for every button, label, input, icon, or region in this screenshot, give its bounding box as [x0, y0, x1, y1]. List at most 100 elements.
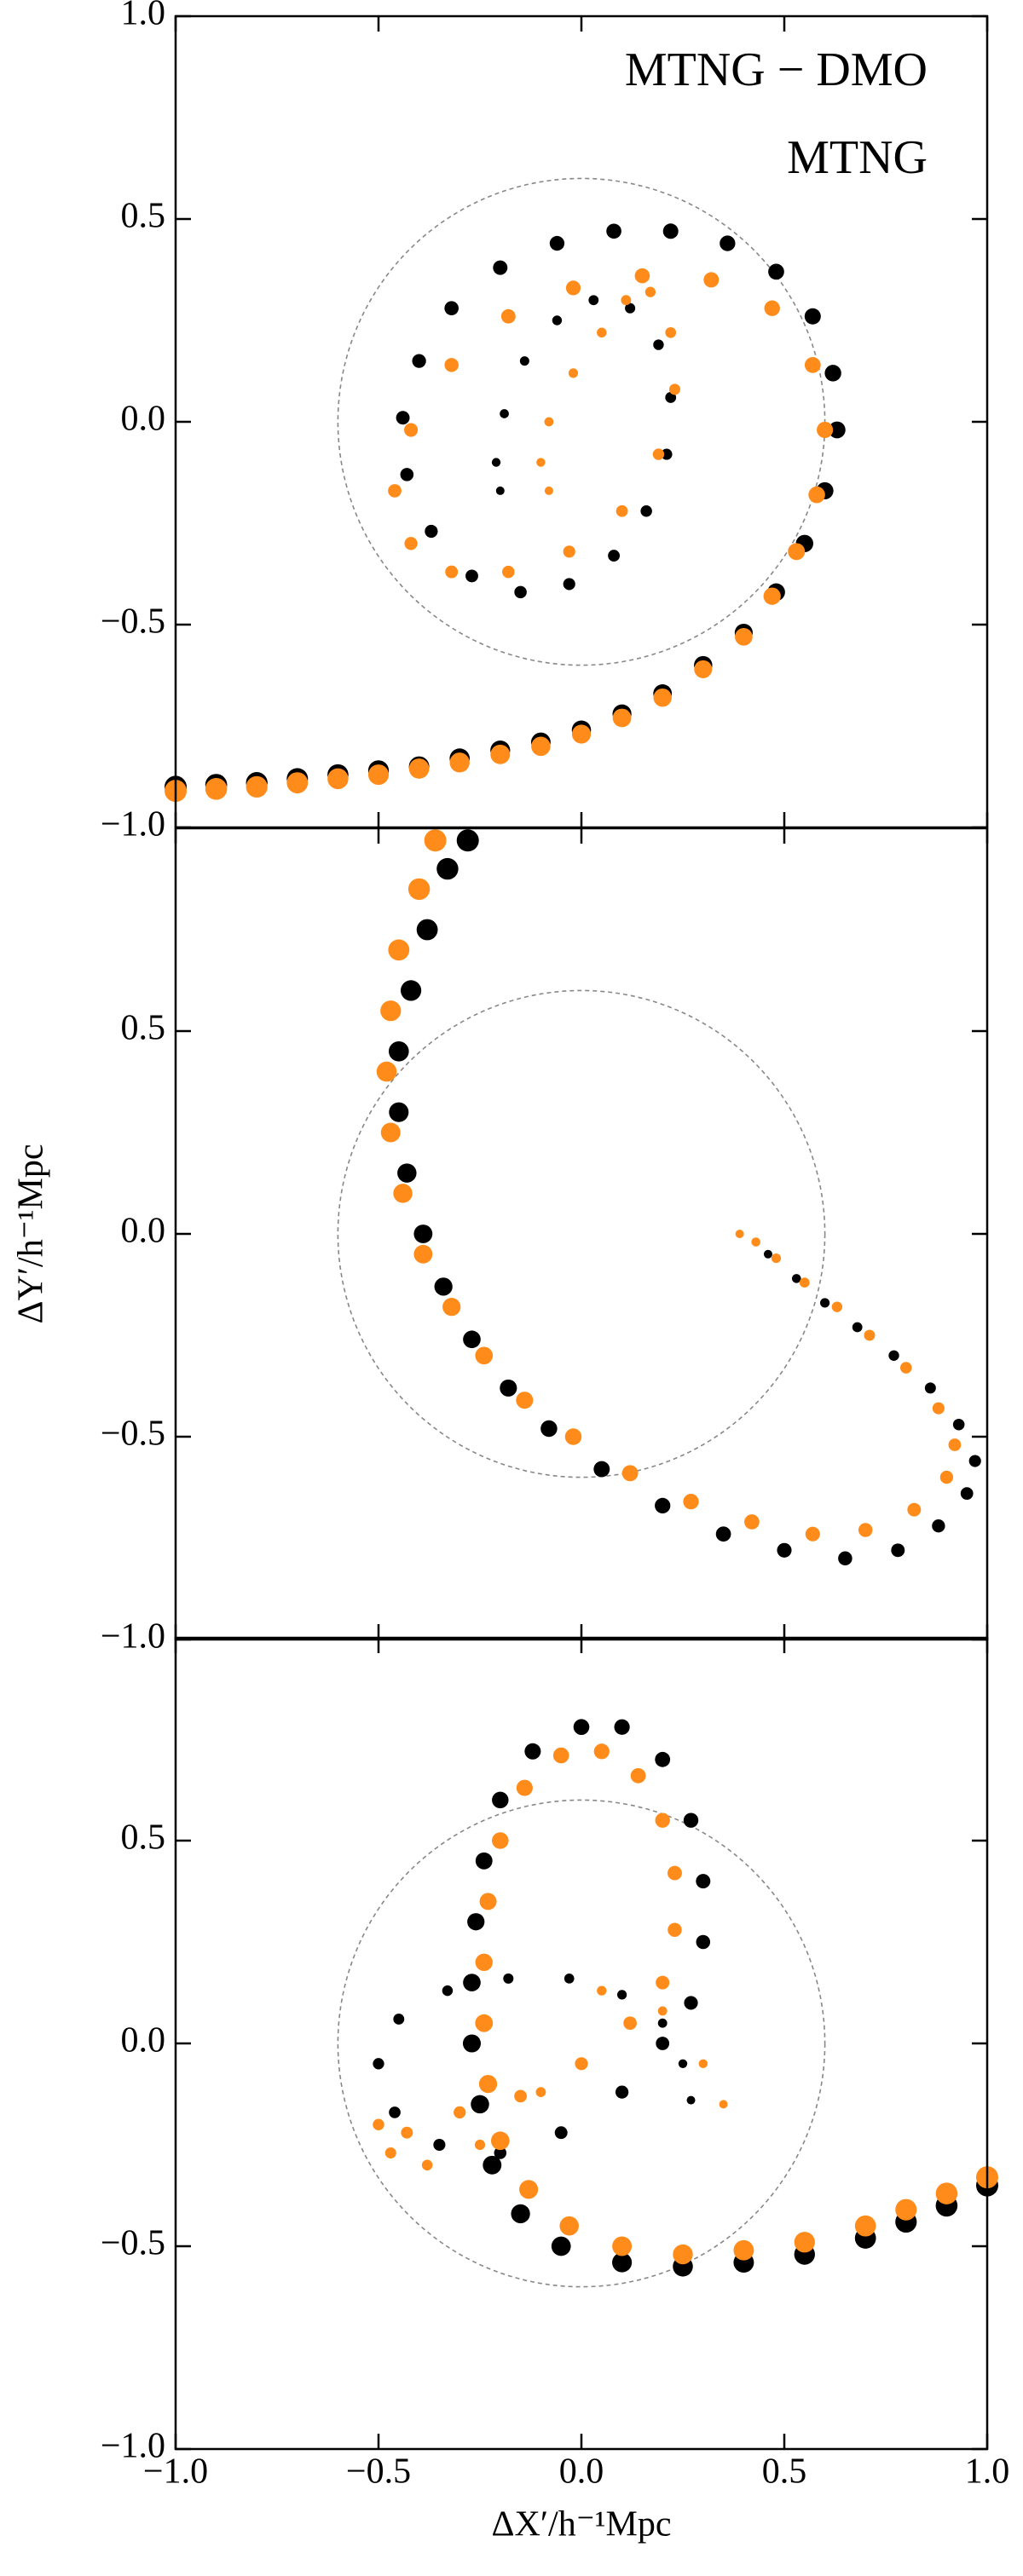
point — [393, 2014, 405, 2025]
point — [900, 1362, 912, 1374]
point — [824, 365, 841, 382]
point — [407, 878, 431, 901]
point — [475, 1953, 493, 1971]
point — [367, 764, 390, 786]
point — [380, 1000, 402, 1022]
point — [475, 2014, 494, 2032]
point — [416, 919, 438, 941]
y-tick-label: 1.0 — [121, 0, 166, 33]
point — [531, 736, 551, 757]
point — [606, 223, 621, 239]
point — [678, 2059, 688, 2069]
point — [500, 409, 509, 418]
point — [698, 2059, 708, 2069]
point — [771, 1253, 782, 1264]
y-tick-label: −0.5 — [101, 2224, 165, 2263]
point — [668, 1922, 682, 1937]
point — [668, 383, 681, 395]
point — [804, 356, 821, 373]
point — [683, 1494, 699, 1510]
point — [492, 1832, 509, 1849]
point — [612, 2252, 633, 2273]
point — [544, 417, 554, 427]
point — [286, 772, 309, 794]
point — [388, 939, 410, 961]
point — [656, 1975, 670, 1990]
point — [968, 1455, 981, 1467]
point — [471, 2095, 489, 2114]
x-tick-label: −1.0 — [143, 2452, 208, 2492]
point — [514, 585, 527, 599]
point — [475, 1852, 493, 1870]
point — [588, 295, 599, 306]
point — [380, 1122, 401, 1143]
point — [404, 537, 418, 550]
point — [640, 504, 652, 517]
point — [621, 1465, 639, 1482]
point — [593, 1743, 610, 1760]
y-tick-label: 0.5 — [121, 1818, 166, 1858]
point — [777, 1542, 792, 1558]
point — [408, 758, 430, 779]
point — [492, 1791, 509, 1809]
point — [444, 358, 459, 372]
point — [393, 1184, 413, 1203]
point — [397, 1163, 417, 1183]
point — [625, 303, 636, 314]
point — [838, 1551, 852, 1566]
point — [657, 2006, 668, 2016]
point — [563, 545, 575, 558]
point — [696, 1874, 711, 1889]
point — [552, 1747, 569, 1764]
point — [388, 1040, 409, 1062]
point — [683, 1812, 699, 1828]
point — [614, 1719, 630, 1735]
point — [246, 775, 268, 798]
point — [696, 1934, 711, 1950]
point — [490, 744, 511, 764]
point — [661, 448, 673, 460]
point — [888, 1350, 899, 1361]
point — [494, 2147, 507, 2159]
point — [805, 1526, 820, 1542]
point — [425, 524, 438, 539]
point — [559, 2216, 579, 2236]
point — [573, 1719, 590, 1736]
point — [413, 1244, 433, 1264]
y-tick-label: −1.0 — [101, 2427, 165, 2466]
point — [516, 1392, 534, 1409]
point — [616, 1990, 627, 2000]
point — [668, 1865, 682, 1881]
point — [564, 1974, 575, 1984]
point — [412, 354, 426, 368]
point — [932, 1402, 945, 1415]
point — [653, 339, 664, 350]
point — [952, 1418, 965, 1431]
point — [673, 2244, 693, 2265]
point — [858, 1523, 873, 1537]
point — [467, 1913, 485, 1931]
point — [478, 2074, 498, 2094]
point — [703, 272, 720, 288]
reference-circle — [337, 989, 826, 1478]
point — [817, 421, 834, 439]
point — [205, 777, 228, 800]
y-tick-label: −1.0 — [101, 805, 165, 844]
point — [434, 1277, 453, 1296]
point — [764, 300, 780, 316]
point — [924, 1382, 936, 1394]
point — [474, 2139, 486, 2151]
point — [597, 327, 607, 338]
axes-frame — [174, 827, 989, 1641]
point — [616, 504, 628, 517]
point — [389, 1102, 409, 1122]
point — [551, 2236, 571, 2256]
point — [424, 829, 447, 852]
point — [791, 1274, 801, 1283]
point — [895, 2199, 917, 2221]
point — [644, 286, 656, 297]
reference-circle — [337, 177, 826, 666]
point — [327, 768, 349, 790]
point — [503, 1973, 514, 1984]
